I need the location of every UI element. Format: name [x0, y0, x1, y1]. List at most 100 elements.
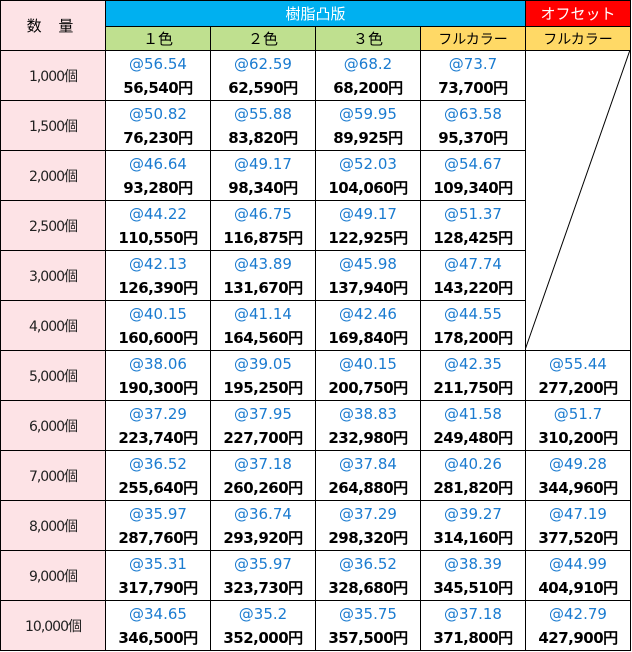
- total-price: 264,880円: [328, 478, 408, 497]
- price-cell: @40.15 200,750円: [315, 350, 421, 401]
- unit-price: @46.75: [234, 204, 292, 223]
- price-cell: @36.74 293,920円: [210, 500, 316, 551]
- total-price: 249,480円: [433, 428, 513, 447]
- price-cell: @36.52 328,680円: [315, 550, 421, 601]
- price-cell: @41.58 249,480円: [420, 400, 526, 451]
- total-price: 164,560円: [223, 328, 303, 347]
- total-price: 195,250円: [223, 378, 303, 397]
- total-price: 131,670円: [223, 278, 303, 297]
- unit-price: @51.37: [444, 204, 502, 223]
- price-cell: @34.65 346,500円: [105, 600, 211, 651]
- total-price: 128,425円: [433, 228, 513, 247]
- total-price: 317,790円: [118, 578, 198, 597]
- total-price: 344,960円: [538, 478, 618, 497]
- price-cell: @49.17 122,925円: [315, 200, 421, 251]
- unit-price: @51.7: [553, 404, 603, 423]
- price-cell: @38.39 345,510円: [420, 550, 526, 601]
- price-cell: @37.84 264,880円: [315, 450, 421, 501]
- table-row: 2,000個 @46.64 93,280円 @49.17 98,340円 @52.03 10…: [0, 150, 631, 201]
- unit-price: @35.97: [129, 504, 187, 523]
- price-cell: @49.17 98,340円: [210, 150, 316, 201]
- total-price: 287,760円: [118, 528, 198, 547]
- unit-price: @37.18: [234, 454, 292, 473]
- total-price: 109,340円: [433, 178, 513, 197]
- unit-price: @55.44: [549, 354, 607, 373]
- table-row: 3,000個 @42.13 126,390円 @43.89 131,670円 @45.98…: [0, 250, 631, 301]
- price-cell: @37.95 227,700円: [210, 400, 316, 451]
- quantity-cell: 1,000個: [0, 50, 106, 101]
- total-price: 76,230円: [123, 128, 193, 147]
- unit-price: @62.59: [234, 54, 292, 73]
- quantity-cell: 4,000個: [0, 300, 106, 351]
- quantity-cell: 8,000個: [0, 500, 106, 551]
- unit-price: @35.2: [238, 604, 288, 623]
- price-cell: @56.54 56,540円: [105, 50, 211, 101]
- price-cell: @46.75 116,875円: [210, 200, 316, 251]
- total-price: 427,900円: [538, 628, 618, 647]
- price-cell: @45.98 137,940円: [315, 250, 421, 301]
- col-header-3color: ３色: [315, 26, 421, 51]
- offset-unavailable-cell: [525, 50, 631, 351]
- total-price: 73,700円: [438, 78, 508, 97]
- total-price: 169,840円: [328, 328, 408, 347]
- total-price: 293,920円: [223, 528, 303, 547]
- price-cell: @37.18 371,800円: [420, 600, 526, 651]
- unit-price: @36.52: [129, 454, 187, 473]
- unit-price: @37.29: [339, 504, 397, 523]
- unit-price: @44.99: [549, 554, 607, 573]
- price-cell: @55.88 83,820円: [210, 100, 316, 151]
- total-price: 122,925円: [328, 228, 408, 247]
- quantity-cell: 7,000個: [0, 450, 106, 501]
- col-header-fullcolor-resin: フルカラー: [420, 26, 526, 51]
- total-price: 110,550円: [118, 228, 198, 247]
- unit-price: @68.2: [343, 54, 393, 73]
- price-cell: @44.55 178,200円: [420, 300, 526, 351]
- unit-price: @43.89: [234, 254, 292, 273]
- unit-price: @35.31: [129, 554, 187, 573]
- total-price: 357,500円: [328, 628, 408, 647]
- unit-price: @41.58: [444, 404, 502, 423]
- price-cell: @50.82 76,230円: [105, 100, 211, 151]
- total-price: 328,680円: [328, 578, 408, 597]
- price-cell: @49.28 344,960円: [525, 450, 631, 501]
- quantity-cell: 6,000個: [0, 400, 106, 451]
- price-cell: @42.79 427,900円: [525, 600, 631, 651]
- table-row: 5,000個 @38.06 190,300円 @39.05 195,250円 @40.15…: [0, 350, 631, 401]
- unit-price: @37.84: [339, 454, 397, 473]
- unit-price: @56.54: [129, 54, 187, 73]
- unit-price: @42.13: [129, 254, 187, 273]
- price-cell: @51.7 310,200円: [525, 400, 631, 451]
- unit-price: @49.17: [234, 154, 292, 173]
- unit-price: @39.05: [234, 354, 292, 373]
- total-price: 260,260円: [223, 478, 303, 497]
- total-price: 95,370円: [438, 128, 508, 147]
- price-cell: @44.22 110,550円: [105, 200, 211, 251]
- price-cell: @36.52 255,640円: [105, 450, 211, 501]
- unit-price: @39.27: [444, 504, 502, 523]
- total-price: 116,875円: [223, 228, 303, 247]
- quantity-cell: 3,000個: [0, 250, 106, 301]
- total-price: 143,220円: [433, 278, 513, 297]
- unit-price: @49.17: [339, 204, 397, 223]
- unit-price: @40.15: [339, 354, 397, 373]
- price-cell: @37.29 298,320円: [315, 500, 421, 551]
- price-cell: @46.64 93,280円: [105, 150, 211, 201]
- total-price: 346,500円: [118, 628, 198, 647]
- price-cell: @42.46 169,840円: [315, 300, 421, 351]
- price-cell: @63.58 95,370円: [420, 100, 526, 151]
- total-price: 345,510円: [433, 578, 513, 597]
- total-price: 377,520円: [538, 528, 618, 547]
- unit-price: @63.58: [444, 104, 502, 123]
- table-row: 8,000個 @35.97 287,760円 @36.74 293,920円 @37.29…: [0, 500, 631, 551]
- unit-price: @37.29: [129, 404, 187, 423]
- total-price: 404,910円: [538, 578, 618, 597]
- unit-price: @40.26: [444, 454, 502, 473]
- price-cell: @37.29 223,740円: [105, 400, 211, 451]
- price-cell: @51.37 128,425円: [420, 200, 526, 251]
- total-price: 310,200円: [538, 428, 618, 447]
- total-price: 352,000円: [223, 628, 303, 647]
- quantity-cell: 2,000個: [0, 150, 106, 201]
- total-price: 178,200円: [433, 328, 513, 347]
- col-header-1color: １色: [105, 26, 211, 51]
